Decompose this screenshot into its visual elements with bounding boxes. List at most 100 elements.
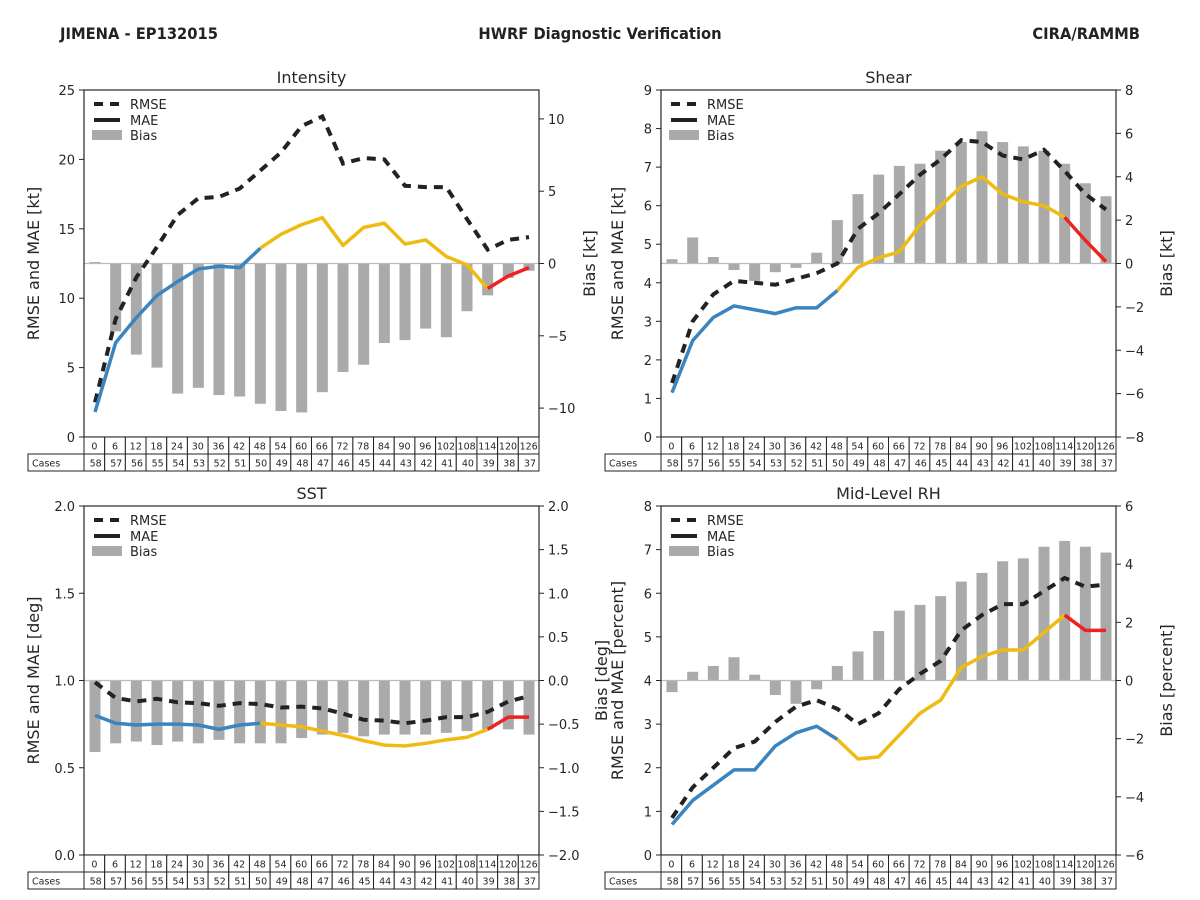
- cases-value: 56: [708, 877, 720, 888]
- hour-label: 36: [789, 442, 801, 453]
- bias-bar: [482, 263, 494, 296]
- y2-tick-label: 2: [1125, 616, 1133, 631]
- cases-cell: [517, 453, 540, 472]
- cases-value: 49: [276, 459, 288, 470]
- y2-tick-label: −2: [1125, 301, 1144, 316]
- page-title: HWRF Diagnostic Verification: [478, 24, 722, 43]
- bias-bar: [378, 263, 390, 344]
- hour-label: 60: [872, 860, 884, 871]
- y2-tick-label: 2: [1125, 214, 1133, 229]
- y-axis-label: RMSE and MAE [deg]: [24, 596, 43, 764]
- bias-bar: [234, 680, 246, 744]
- bias-bar: [728, 657, 740, 681]
- hour-label: 18: [727, 860, 739, 871]
- cases-value: 38: [503, 877, 515, 888]
- y-axis-label: RMSE and MAE [kt]: [608, 187, 627, 340]
- cases-value: 39: [1060, 459, 1072, 470]
- bias-bar: [873, 174, 885, 264]
- hour-label: 6: [689, 442, 695, 453]
- cases-value: 54: [749, 459, 761, 470]
- chart-title: Intensity: [277, 68, 347, 87]
- legend-mae-label: MAE: [707, 114, 735, 129]
- bias-bar: [213, 680, 225, 740]
- legend-rmse-label: RMSE: [130, 514, 167, 529]
- y-tick-label: 7: [644, 161, 652, 176]
- y-tick-label: 3: [644, 718, 652, 733]
- bias-bar: [1059, 540, 1071, 681]
- bias-bar: [523, 263, 535, 271]
- hour-label: 42: [233, 860, 245, 871]
- bias-bar: [935, 596, 947, 681]
- bias-bar: [110, 680, 122, 744]
- hour-label: 18: [150, 442, 162, 453]
- bias-bar: [172, 680, 184, 742]
- hour-label: 36: [789, 860, 801, 871]
- hour-label: 18: [727, 442, 739, 453]
- cases-value: 54: [749, 877, 761, 888]
- bias-bar: [213, 263, 225, 396]
- cases-value: 50: [255, 459, 267, 470]
- mae-line-mid: [260, 721, 489, 748]
- hour-label: 36: [212, 860, 224, 871]
- hour-label: 90: [976, 442, 988, 453]
- bias-bar: [358, 263, 370, 365]
- hour-label: 114: [1055, 442, 1073, 453]
- bias-bar: [420, 263, 432, 329]
- hour-label: 24: [748, 860, 760, 871]
- cases-value: 56: [131, 459, 143, 470]
- y2-tick-label: 6: [1125, 500, 1133, 515]
- bias-bar: [1017, 558, 1029, 681]
- hour-label: 126: [1097, 442, 1115, 453]
- y-tick-label: 9: [644, 84, 652, 99]
- y2-tick-label: −8: [1125, 431, 1144, 446]
- cases-value: 58: [667, 459, 679, 470]
- bias-bar: [275, 680, 287, 744]
- hour-label: 108: [1035, 860, 1053, 871]
- cases-value: 46: [338, 877, 350, 888]
- cases-value: 46: [338, 459, 350, 470]
- hour-label: 30: [769, 442, 781, 453]
- bias-bar: [790, 680, 802, 704]
- bias-bar: [976, 131, 988, 264]
- mae-line-late: [486, 266, 530, 290]
- hour-label: 90: [399, 442, 411, 453]
- y-tick-label: 2.0: [54, 500, 75, 515]
- cases-table: Cases 0 58 6 57 12 56 18 55 24 54 30 53 36 52 42 51 48 50 5…: [604, 436, 1117, 472]
- hour-label: 66: [316, 860, 328, 871]
- cases-value: 50: [832, 877, 844, 888]
- bias-bar: [399, 680, 411, 735]
- cases-value: 45: [358, 877, 370, 888]
- organization-header: CIRA/RAMMB: [1032, 24, 1140, 43]
- cases-value: 40: [1039, 877, 1051, 888]
- hour-label: 84: [378, 442, 390, 453]
- cases-value: 44: [956, 877, 968, 888]
- hour-label: 90: [976, 860, 988, 871]
- cases-value: 38: [1080, 459, 1092, 470]
- y2-tick-label: −4: [1125, 344, 1144, 359]
- cases-value: 57: [687, 459, 699, 470]
- y2-axis-label: Bias [kt]: [1157, 230, 1176, 297]
- bias-bar: [482, 680, 494, 730]
- y2-tick-label: −1.0: [548, 762, 580, 777]
- bias-bar: [461, 263, 473, 312]
- hour-label: 0: [668, 860, 674, 871]
- y2-tick-label: −1.5: [548, 805, 580, 820]
- bias-bar: [997, 561, 1009, 681]
- cases-value: 51: [811, 459, 823, 470]
- y-tick-label: 25: [58, 84, 75, 99]
- y-tick-label: 4: [644, 277, 652, 292]
- hour-label: 24: [171, 860, 183, 871]
- hour-label: 126: [520, 442, 538, 453]
- hour-label: 84: [378, 860, 390, 871]
- cases-value: 37: [1101, 877, 1113, 888]
- cases-value: 48: [296, 459, 308, 470]
- bias-bar: [852, 194, 864, 264]
- cases-cell: [1094, 453, 1117, 472]
- cases-value: 53: [193, 459, 205, 470]
- y-tick-label: 1: [644, 805, 652, 820]
- y-tick-label: 2: [644, 762, 652, 777]
- y2-axis-label: Bias [percent]: [1157, 624, 1176, 736]
- bias-bar: [790, 263, 802, 268]
- bias-bar: [130, 263, 142, 355]
- bias-bar: [192, 263, 204, 388]
